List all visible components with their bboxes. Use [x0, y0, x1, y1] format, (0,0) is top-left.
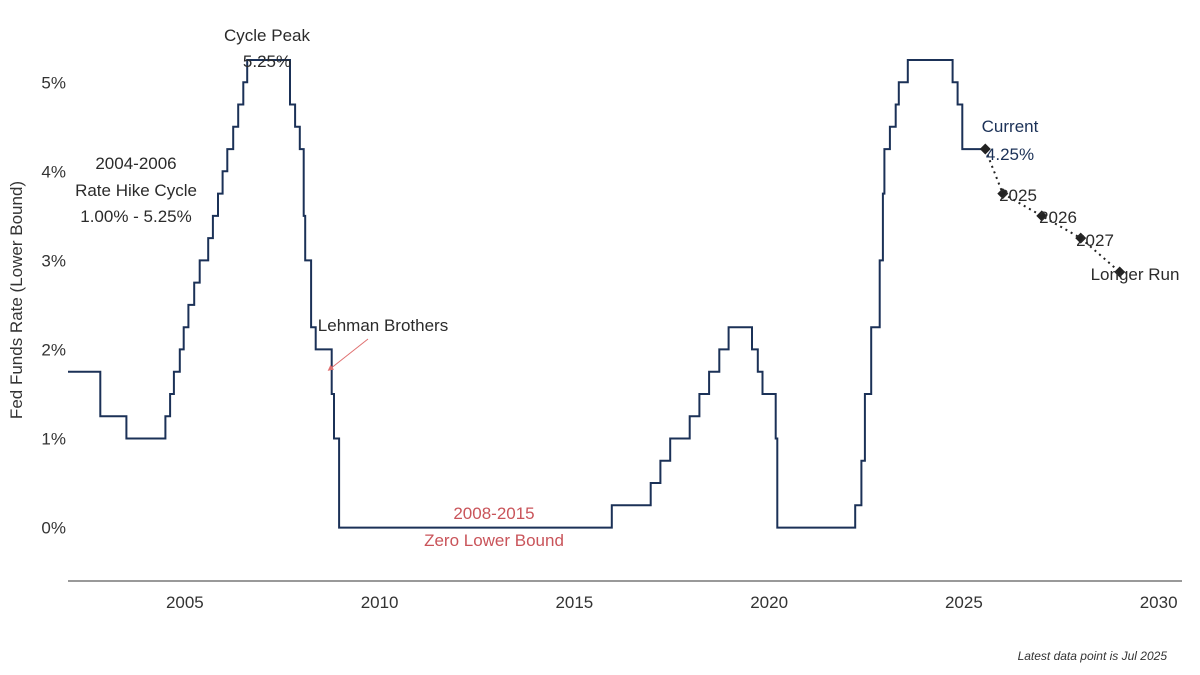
annotation-proj-longer-run: Longer Run: [1091, 265, 1180, 284]
projection-marker: [1075, 232, 1087, 244]
annotation-proj-2025: 2025: [999, 186, 1037, 205]
y-tick-label: 5%: [41, 73, 66, 92]
annotation-zlb-years: 2008-2015: [453, 504, 534, 523]
annotation-cycle-peak-value: 5.25%: [243, 52, 291, 71]
y-tick-label: 1%: [41, 430, 66, 449]
x-tick-label: 2010: [361, 593, 399, 612]
projection-marker: [1036, 210, 1048, 222]
fed-funds-rate-line: [68, 59, 986, 529]
footnote: Latest data point is Jul 2025: [1018, 649, 1168, 663]
projection-marker: [979, 143, 991, 155]
y-tick-label: 3%: [41, 251, 66, 270]
x-tick-label: 2015: [555, 593, 593, 612]
annotation-proj-2027: 2027: [1076, 231, 1114, 250]
annotation-hike-cycle-range: 1.00% - 5.25%: [80, 207, 192, 226]
projection-markers: [979, 143, 1126, 278]
x-tick-label: 2025: [945, 593, 983, 612]
annotation-current-value: 4.25%: [986, 145, 1034, 164]
lehman-arrow: [327, 338, 369, 371]
annotation-lehman: Lehman Brothers: [318, 316, 448, 335]
annotation-proj-2026: 2026: [1039, 208, 1077, 227]
y-axis-label: Fed Funds Rate (Lower Bound): [7, 181, 26, 419]
x-tick-label: 2005: [166, 593, 204, 612]
y-tick-label: 0%: [41, 519, 66, 538]
annotation-hike-cycle-label: Rate Hike Cycle: [75, 181, 197, 200]
projection-dotted-line: [984, 148, 1121, 273]
y-tick-label: 4%: [41, 162, 66, 181]
x-tick-label: 2020: [750, 593, 788, 612]
annotation-zlb-label: Zero Lower Bound: [424, 531, 564, 550]
y-axis-ticks: 0% 1% 2% 3% 4% 5%: [41, 73, 66, 537]
annotation-current-title: Current: [982, 117, 1039, 136]
x-tick-label: 2030: [1140, 593, 1178, 612]
projection-marker: [997, 188, 1009, 200]
annotation-cycle-peak-title: Cycle Peak: [224, 26, 310, 45]
y-tick-label: 2%: [41, 340, 66, 359]
projection-marker: [1114, 266, 1126, 278]
annotation-hike-cycle-years: 2004-2006: [95, 154, 176, 173]
x-axis-ticks: 2005 2010 2015 2020 2025 2030: [166, 593, 1178, 612]
